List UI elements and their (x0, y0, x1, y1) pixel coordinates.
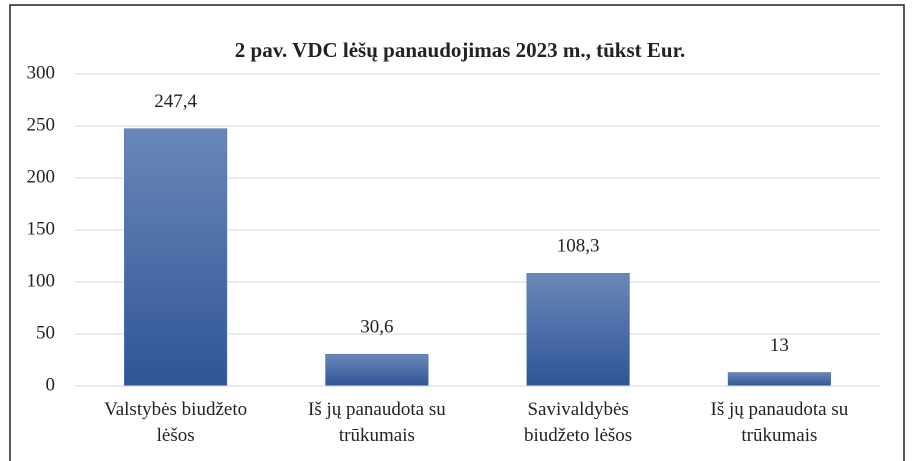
data-label: 13 (770, 335, 789, 356)
y-tick-label: 250 (27, 114, 56, 135)
data-label: 108,3 (557, 236, 600, 257)
y-tick-label: 300 (27, 62, 56, 83)
data-label: 247,4 (154, 91, 197, 112)
x-tick-label: Savivaldybės biudžeto lėšos (524, 399, 632, 446)
y-tick-label: 150 (27, 218, 56, 239)
y-tick-label: 0 (46, 374, 56, 395)
bar (124, 128, 228, 387)
bar (325, 353, 429, 387)
y-tick-label: 200 (27, 166, 56, 187)
chart-title: 2 pav. VDC lėšų panaudojimas 2023 m., tū… (235, 38, 685, 62)
y-tick-label: 50 (36, 322, 55, 343)
data-label: 30,6 (360, 317, 393, 338)
x-tick-label: Valstybės biudžeto lėšos (104, 399, 247, 446)
bar (526, 273, 630, 387)
bar (727, 372, 831, 387)
x-tick-label: Iš jų panaudota su trūkumais (711, 399, 849, 446)
y-tick-label: 100 (27, 270, 56, 291)
x-tick-label: Iš jų panaudota su trūkumais (308, 399, 446, 446)
